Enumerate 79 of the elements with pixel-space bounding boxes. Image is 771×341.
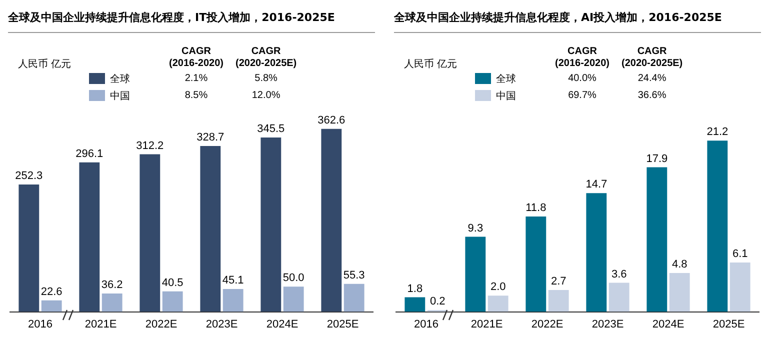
data-label: 1.8	[407, 282, 423, 295]
x-tick-label: 2021E	[84, 318, 117, 330]
data-label: 50.0	[282, 272, 304, 284]
data-label: 4.8	[672, 258, 688, 271]
data-label: 6.1	[732, 248, 748, 260]
text: 24.4%	[636, 72, 668, 86]
bar	[465, 236, 486, 312]
data-label: 22.6	[40, 286, 62, 298]
x-tick-label: 2024E	[652, 318, 684, 330]
bar	[41, 300, 62, 312]
bar	[344, 284, 364, 312]
bar	[140, 154, 160, 312]
bar	[162, 291, 183, 312]
x-tick-label: 2023E	[592, 318, 624, 330]
bar	[646, 167, 668, 312]
bar	[526, 216, 546, 312]
data-label: 17.9	[646, 152, 668, 165]
x-tick-label: 2021E	[470, 318, 503, 330]
bar	[730, 262, 750, 312]
text: 8.5%	[184, 89, 209, 103]
legend-label: 中国	[496, 90, 516, 102]
data-label: 9.3	[468, 222, 484, 234]
bar	[222, 289, 244, 312]
x-tick-label: 2016	[414, 318, 438, 330]
text: 12.0%	[250, 89, 282, 103]
data-label: 328.7	[196, 132, 224, 144]
text: 40.0%	[567, 72, 598, 86]
data-label: 2.7	[550, 276, 566, 288]
chart-title: 全球及中国企业持续提升信息化程度，AI投入增加，2016-2025E	[394, 10, 722, 25]
data-label: 40.5	[162, 276, 184, 289]
data-label: 21.2	[706, 126, 728, 138]
bar	[586, 193, 607, 312]
data-label: 11.8	[526, 202, 546, 214]
bar	[102, 294, 122, 312]
bar	[669, 273, 690, 312]
bar	[548, 290, 569, 312]
data-label: 312.2	[136, 140, 164, 152]
text: 36.6%	[636, 89, 668, 103]
bar	[18, 184, 40, 312]
legend-label: 全球	[110, 74, 130, 84]
bar	[321, 128, 342, 312]
text: CAGR (2016-2020)	[554, 46, 610, 70]
data-label: 36.2	[101, 279, 123, 292]
chart-title: 全球及中国企业持续提升信息化程度，IT投入增加，2016-2025E	[8, 10, 335, 25]
x-tick-label: 2025E	[326, 318, 359, 330]
data-label: 3.6	[611, 268, 627, 280]
x-tick-label: 2025E	[712, 318, 745, 330]
x-tick-label: 2023E	[206, 318, 238, 330]
legend-label: 全球	[496, 74, 516, 84]
data-label: 2.0	[490, 281, 506, 294]
bar	[608, 282, 630, 312]
data-label: 55.3	[343, 269, 365, 282]
legend-label: 中国	[110, 90, 130, 102]
bar	[260, 137, 282, 312]
bar	[283, 286, 304, 312]
data-label: 14.7	[586, 178, 608, 191]
bar	[707, 140, 728, 312]
text: 69.7%	[567, 89, 598, 103]
data-label: 296.1	[76, 148, 104, 160]
bar	[200, 146, 221, 312]
data-label: 252.3	[15, 170, 43, 182]
data-label: 0.2	[430, 296, 446, 308]
bar	[488, 296, 508, 312]
text: 5.8%	[254, 72, 278, 86]
x-tick-label: 2022E	[145, 318, 178, 330]
data-label: 362.6	[318, 114, 346, 126]
y-axis-title: 人民币 亿元	[404, 58, 458, 71]
x-tick-label: 2024E	[266, 318, 298, 330]
bar	[79, 162, 100, 312]
data-label: 345.5	[257, 123, 285, 136]
text: CAGR (2016-2020)	[168, 46, 224, 70]
text: 2.1%	[184, 72, 209, 86]
data-label: 45.1	[222, 274, 244, 287]
y-axis-title: 人民币 亿元	[18, 58, 72, 71]
x-tick-label: 2022E	[531, 318, 564, 330]
text: CAGR (2020-2025E)	[620, 46, 684, 70]
bar	[404, 297, 426, 312]
text: CAGR (2020-2025E)	[234, 46, 298, 70]
x-tick-label: 2016	[28, 318, 52, 330]
